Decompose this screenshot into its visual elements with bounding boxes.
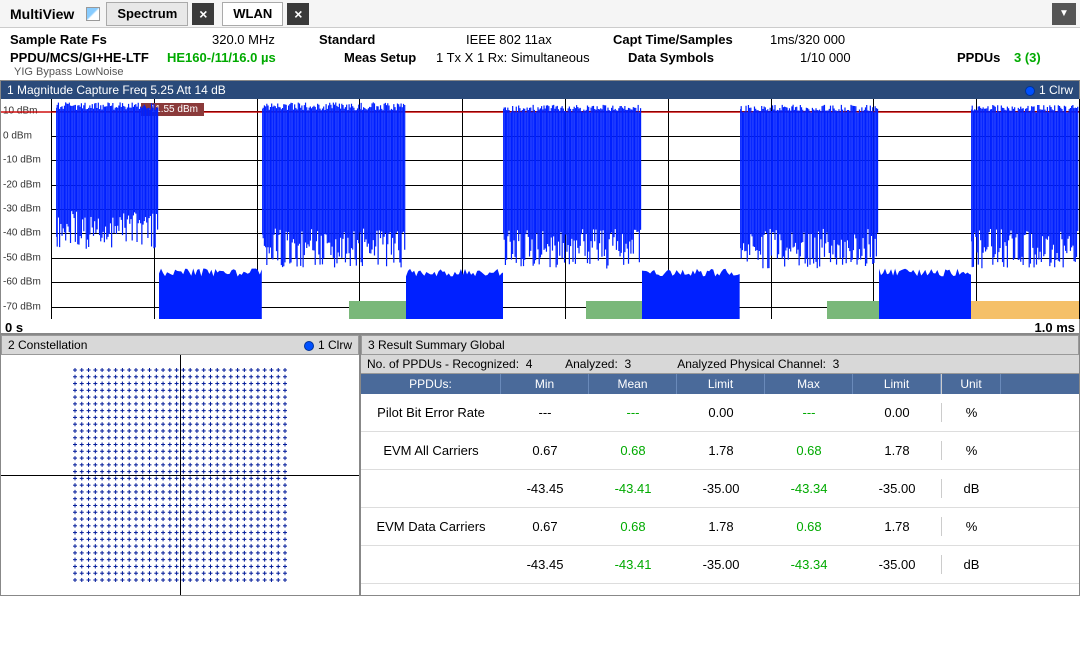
meas-setup-value: 1 Tx X 1 Rx: Simultaneous (436, 50, 626, 65)
tab-spectrum[interactable]: Spectrum (106, 2, 188, 26)
const-chart-area[interactable] (1, 355, 359, 595)
result-row: -43.45-43.41-35.00-43.34-35.00dB (361, 546, 1079, 584)
capt-time-value: 1ms/320 000 (770, 32, 845, 47)
result-subheader: No. of PPDUs - Recognized: 4 Analyzed: 3… (361, 355, 1079, 374)
result-row: Pilot Bit Error Rate------0.00---0.00% (361, 394, 1079, 432)
sample-rate-value: 320.0 MHz (212, 32, 317, 47)
meas-setup-label: Meas Setup (344, 50, 434, 65)
result-row: EVM All Carriers0.670.681.780.681.78% (361, 432, 1079, 470)
mag-ylabel: 0 dBm (3, 130, 32, 141)
mag-ylabel: -70 dBm (3, 301, 41, 312)
mag-ylabel: -50 dBm (3, 252, 41, 263)
mag-panel-title: 1 Magnitude Capture Freq 5.25 Att 14 dB … (1, 81, 1079, 99)
mag-chart-area[interactable]: 0 s 1.0 ms 10 dBm0 dBm-10 dBm-20 dBm-30 … (1, 99, 1079, 319)
sample-rate-label: Sample Rate Fs (10, 32, 210, 47)
mag-ylabel: -40 dBm (3, 228, 41, 239)
close-spectrum-button[interactable]: × (192, 3, 214, 25)
multiview-label[interactable]: MultiView (4, 6, 80, 22)
mag-ylabel: -30 dBm (3, 204, 41, 215)
tab-overflow-button[interactable]: ▼ (1052, 3, 1076, 25)
standard-label: Standard (319, 32, 464, 47)
mag-ylabel: -20 dBm (3, 179, 41, 190)
ppdu-label: PPDU/MCS/GI+HE-LTF (10, 50, 165, 65)
ppdus-value: 3 (3) (1014, 50, 1041, 65)
magnitude-capture-panel: 1 Magnitude Capture Freq 5.25 Att 14 dB … (0, 80, 1080, 334)
tab-wlan[interactable]: WLAN (222, 2, 283, 26)
mag-xmax-label: 1.0 ms (1035, 320, 1075, 335)
bottom-panels: 2 Constellation 1 Clrw 3 Result Summary … (0, 334, 1080, 596)
mag-xmin-label: 0 s (5, 320, 23, 335)
top-tab-bar: MultiView Spectrum × WLAN × ▼ (0, 0, 1080, 28)
yig-note: YIG Bypass LowNoise (10, 66, 1070, 78)
const-trace-icon (304, 341, 314, 351)
close-wlan-button[interactable]: × (287, 3, 309, 25)
mag-ylabel: -10 dBm (3, 155, 41, 166)
ppdus-label: PPDUs (957, 50, 1012, 65)
mag-ylabel: -60 dBm (3, 277, 41, 288)
const-panel-title: 2 Constellation 1 Clrw (1, 335, 359, 355)
result-table-body: Pilot Bit Error Rate------0.00---0.00%EV… (361, 394, 1079, 595)
result-row: -43.45-43.41-35.00-43.34-35.00dB (361, 470, 1079, 508)
result-column-header: PPDUs: Min Mean Limit Max Limit Unit (361, 374, 1079, 394)
measurement-info-bar: Sample Rate Fs 320.0 MHz Standard IEEE 8… (0, 28, 1080, 80)
trace-marker-icon (1025, 86, 1035, 96)
data-symbols-value: 1/10 000 (800, 50, 955, 65)
result-panel-title: 3 Result Summary Global (361, 335, 1079, 355)
multiview-icon (86, 7, 100, 21)
result-row: EVM Data Carriers0.670.681.780.681.78% (361, 508, 1079, 546)
standard-value: IEEE 802 11ax (466, 32, 611, 47)
capt-time-label: Capt Time/Samples (613, 32, 768, 47)
data-symbols-label: Data Symbols (628, 50, 798, 65)
constellation-panel: 2 Constellation 1 Clrw (0, 334, 360, 596)
ppdu-value: HE160-/11/16.0 µs (167, 50, 342, 65)
result-summary-panel: 3 Result Summary Global No. of PPDUs - R… (360, 334, 1080, 596)
